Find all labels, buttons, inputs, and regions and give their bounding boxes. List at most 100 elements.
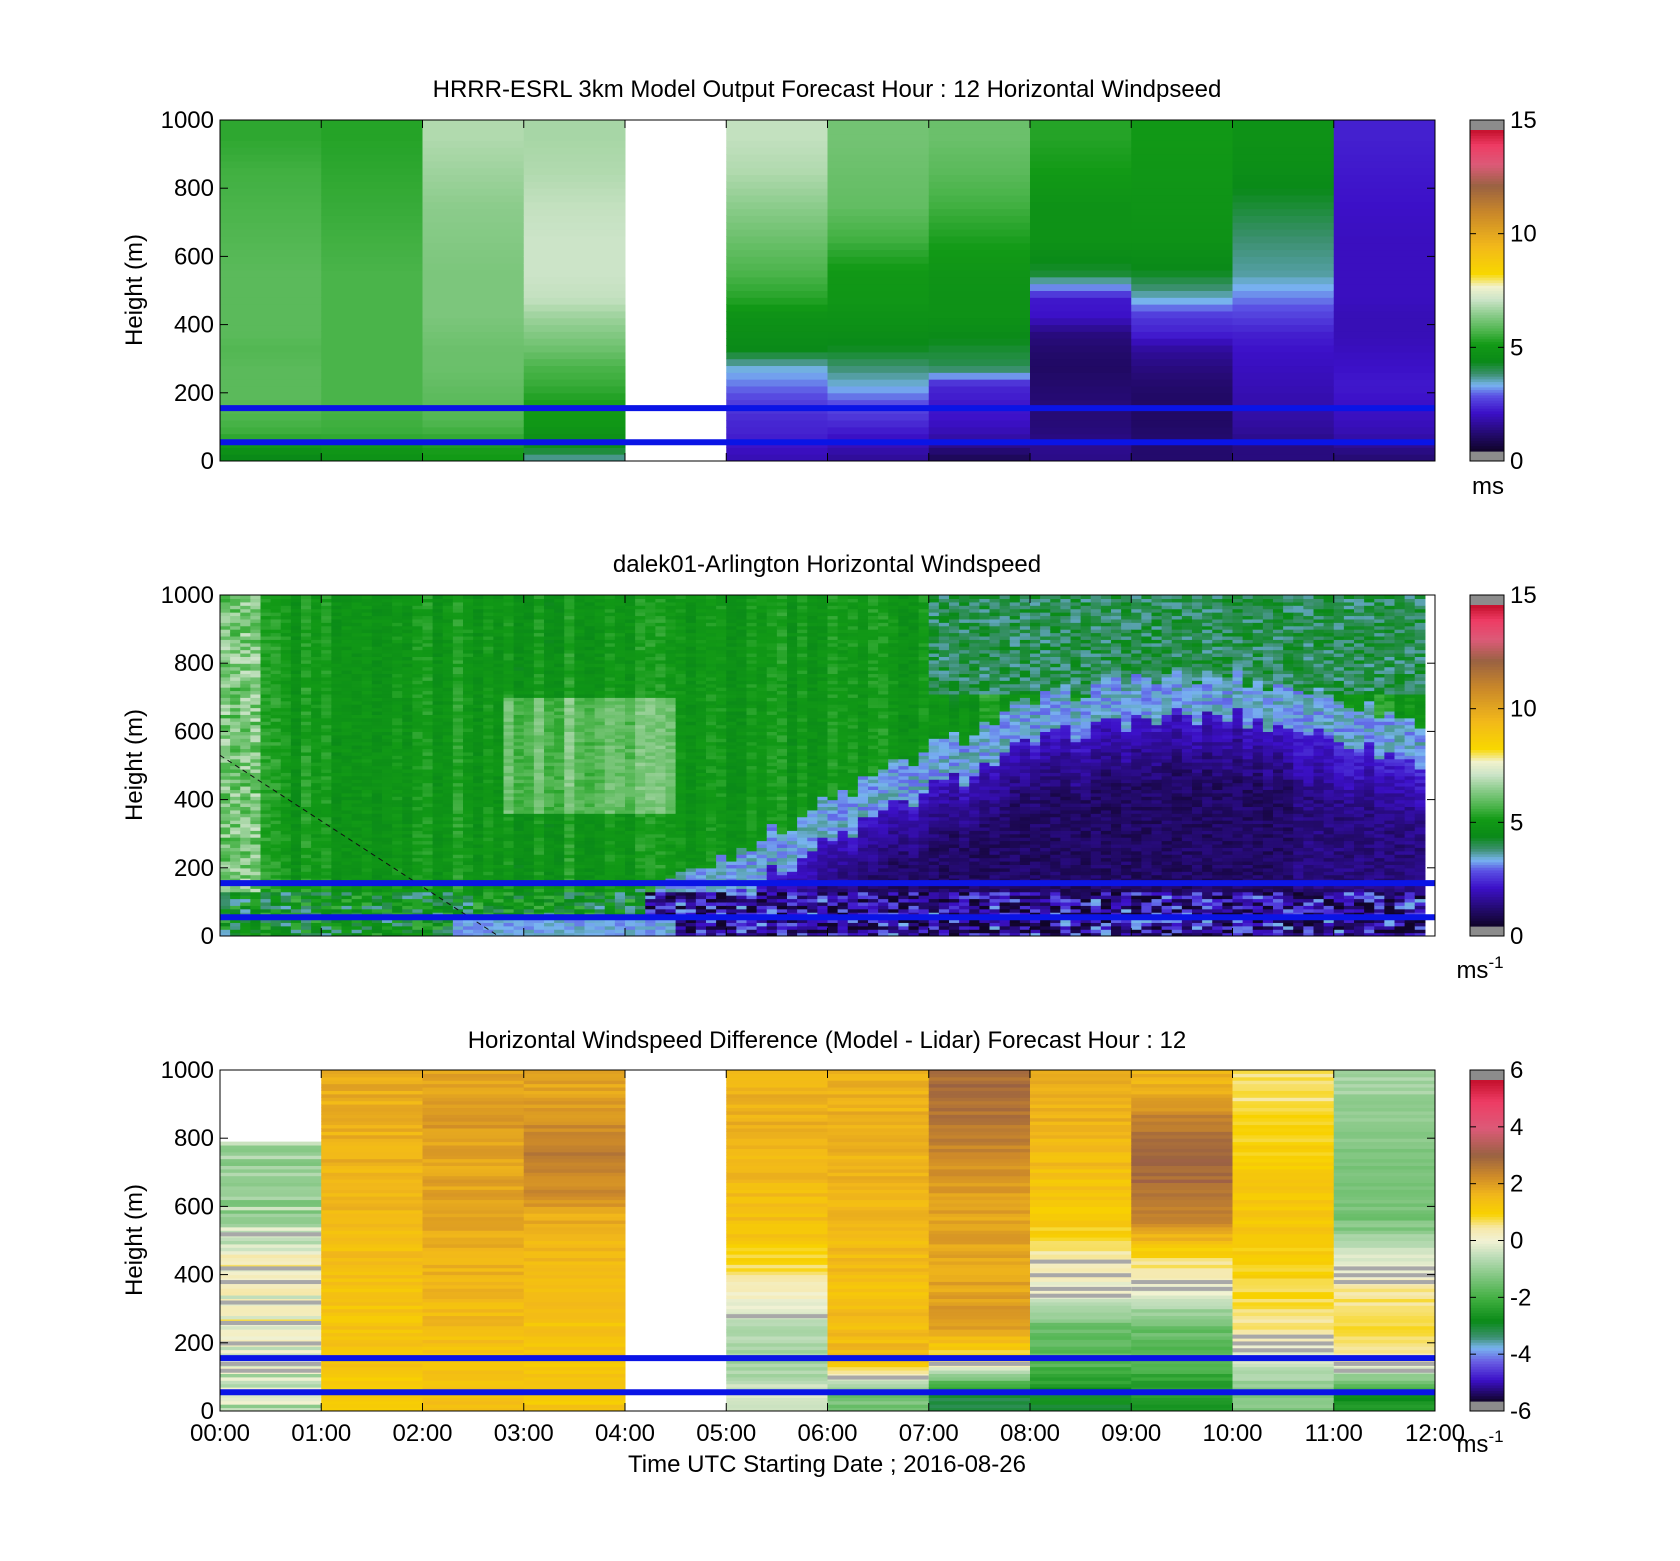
heatmap-cell: [726, 433, 828, 442]
heatmap-cell: [331, 874, 343, 879]
heatmap-cell: [544, 905, 555, 910]
heatmap-cell: [321, 697, 332, 702]
heatmap-cell: [928, 229, 1031, 237]
heatmap-cell: [392, 925, 403, 930]
heatmap-cell: [260, 724, 272, 729]
heatmap-cell: [270, 635, 282, 640]
heatmap-cell: [473, 605, 484, 610]
heatmap-cell: [371, 779, 383, 784]
colorbar-swatch: [1470, 362, 1504, 366]
colorbar-swatch: [1470, 448, 1504, 452]
heatmap-cell: [220, 605, 231, 610]
heatmap-cell: [432, 710, 444, 715]
heatmap-cell: [361, 785, 373, 790]
heatmap-cell: [1030, 201, 1132, 210]
heatmap-cell: [311, 840, 322, 845]
heatmap-cell: [483, 864, 494, 869]
colorbar-swatch: [1470, 159, 1504, 163]
heatmap-cell: [412, 680, 424, 685]
heatmap-cell: [533, 850, 545, 855]
heatmap-cell: [533, 803, 545, 808]
heatmap-cell: [290, 929, 302, 934]
heatmap-cell: [1333, 447, 1435, 455]
heatmap-cell: [392, 837, 403, 842]
heatmap-cell: [635, 693, 646, 698]
heatmap-cell: [230, 704, 241, 709]
heatmap-cell: [341, 727, 353, 732]
heatmap-cell: [483, 738, 494, 743]
heatmap-cell: [402, 847, 413, 852]
heatmap-cell: [533, 595, 545, 600]
heatmap-cell: [392, 922, 403, 927]
heatmap-cell: [584, 639, 596, 644]
heatmap-cell: [584, 782, 596, 787]
heatmap-cell: [280, 608, 292, 613]
heatmap-cell: [280, 929, 292, 934]
heatmap-cell: [412, 663, 424, 668]
colorbar-swatch: [1470, 180, 1504, 185]
heatmap-cell: [301, 888, 312, 893]
heatmap-cell: [260, 864, 272, 869]
heatmap-cell: [544, 734, 555, 739]
heatmap-cell: [726, 379, 828, 387]
heatmap-cell: [422, 426, 525, 435]
heatmap-cell: [371, 697, 383, 702]
heatmap-cell: [240, 635, 251, 640]
heatmap-cell: [554, 762, 565, 767]
heatmap-cell: [554, 663, 565, 668]
heatmap-cell: [564, 803, 575, 808]
heatmap-cell: [614, 710, 626, 715]
heatmap-cell: [220, 433, 322, 442]
heatmap-cell: [382, 871, 393, 876]
heatmap-cell: [523, 663, 535, 668]
heatmap-cell: [523, 820, 535, 825]
heatmap-cell: [371, 871, 383, 876]
heatmap-cell: [230, 837, 241, 842]
heatmap-cell: [614, 608, 626, 613]
heatmap-cell: [827, 120, 930, 128]
heatmap-cell: [402, 598, 413, 603]
heatmap-cell: [371, 860, 383, 865]
heatmap-cell: [533, 823, 545, 828]
heatmap-cell: [463, 605, 474, 610]
heatmap-cell: [635, 652, 646, 657]
heatmap-cell: [402, 785, 413, 790]
heatmap-cell: [280, 864, 292, 869]
heatmap-cell: [554, 843, 565, 848]
heatmap-cell: [523, 256, 626, 264]
heatmap-cell: [726, 263, 828, 271]
heatmap-cell: [483, 765, 494, 770]
heatmap-cell: [452, 823, 464, 828]
heatmap-cell: [280, 768, 292, 773]
heatmap-cell: [351, 615, 363, 620]
heatmap-cell: [402, 693, 413, 698]
heatmap-cell: [452, 687, 464, 692]
heatmap-cell: [473, 751, 484, 756]
heatmap-cell: [371, 912, 383, 917]
heatmap-cell: [220, 912, 231, 917]
heatmap-cell: [1030, 140, 1132, 148]
heatmap-cell: [311, 595, 322, 600]
heatmap-cell: [533, 918, 545, 923]
heatmap-cell: [625, 663, 636, 668]
heatmap-cell: [230, 905, 241, 910]
heatmap-cell: [422, 663, 434, 668]
heatmap-cell: [726, 290, 828, 298]
heatmap-cell: [382, 734, 393, 739]
heatmap-cell: [361, 912, 373, 917]
heatmap-cell: [928, 338, 1031, 346]
heatmap-cell: [290, 878, 302, 883]
heatmap-cell: [432, 680, 444, 685]
heatmap-cell: [614, 615, 626, 620]
heatmap-cell: [240, 727, 251, 732]
heatmap-cell: [574, 612, 586, 617]
heatmap-cell: [432, 796, 444, 801]
heatmap-cell: [503, 629, 515, 634]
heatmap-cell: [463, 707, 474, 712]
heatmap-cell: [422, 399, 525, 407]
heatmap-cell: [311, 751, 322, 756]
heatmap-cell: [544, 932, 555, 936]
heatmap-cell: [473, 745, 484, 750]
heatmap-cell: [392, 792, 403, 797]
heatmap-cell: [392, 918, 403, 923]
